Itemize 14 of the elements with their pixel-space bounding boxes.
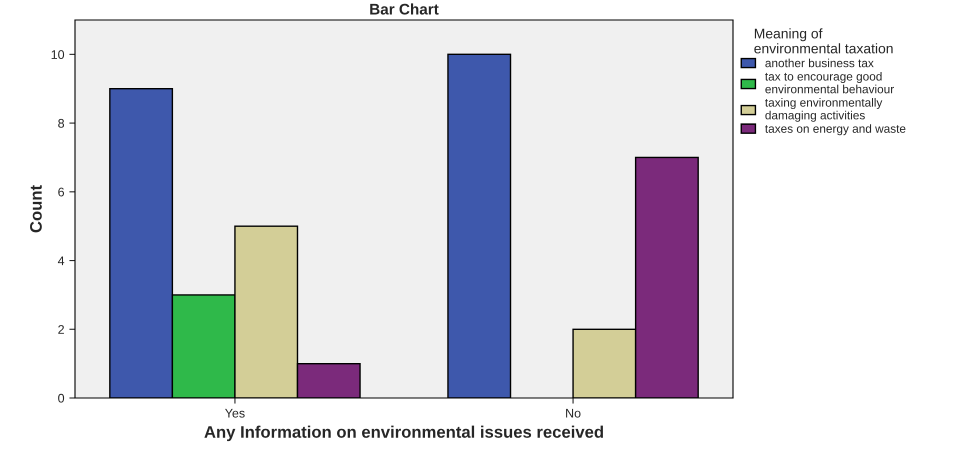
y-tick-label: 8 <box>58 118 64 128</box>
y-tick-label: 6 <box>58 188 64 196</box>
x-axis-title: Any Information on environmental issues received <box>204 426 603 442</box>
y-tick-label: 4 <box>58 256 64 266</box>
x-tick-label: No <box>566 408 581 418</box>
legend-label: another business tax <box>765 58 874 68</box>
chart-title: Bar Chart <box>370 3 439 15</box>
legend-label: taxes on energy and waste <box>765 124 906 136</box>
y-tick-label: 10 <box>52 50 64 60</box>
x-tick-label: Yes <box>225 408 245 418</box>
y-tick-label: 2 <box>58 325 64 334</box>
y-axis-title: Count <box>30 185 42 232</box>
legend-title: Meaning of environmental taxation <box>754 28 893 54</box>
y-tick-label: 0 <box>58 394 64 403</box>
